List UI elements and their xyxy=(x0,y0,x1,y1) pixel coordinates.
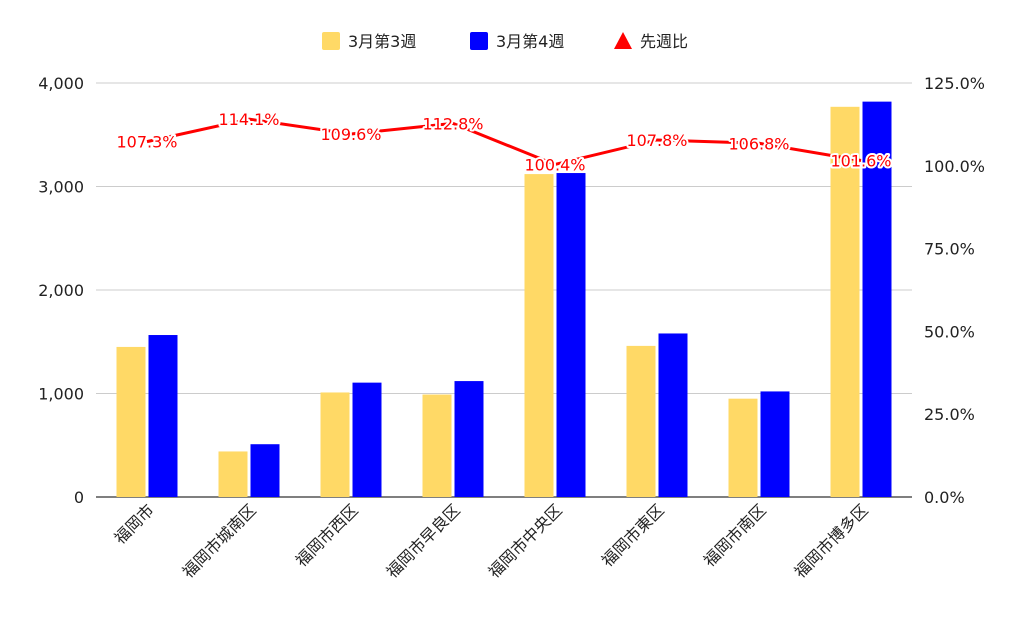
right-axis-tick-label: 100.0% xyxy=(924,157,985,176)
right-axis: 0.0% 25.0% 50.0% 75.0% 100.0% 125.0% xyxy=(924,74,985,507)
bar-week3 xyxy=(422,394,452,497)
category-label: 福岡市博多区 xyxy=(791,500,872,581)
bar-week3 xyxy=(830,106,860,498)
ratio-data-label: 112.8% xyxy=(422,114,483,133)
left-axis-tick-label: 1,000 xyxy=(38,385,84,404)
ratio-data-label: 100.4% xyxy=(524,155,585,174)
legend: 3月第3週 3月第4週 先週比 xyxy=(322,32,688,51)
ratio-line: 107.3% 114.1% 109.6% 112.8% 100.4% 107.8% 106.… xyxy=(114,108,893,176)
category-label: 福岡市南区 xyxy=(700,500,770,570)
ratio-data-label: 109.6% xyxy=(320,125,381,144)
bar-week3 xyxy=(320,392,350,497)
bar-week4 xyxy=(556,173,586,498)
bar-week4 xyxy=(658,333,688,497)
legend-swatch xyxy=(322,32,340,50)
left-axis: 0 1,000 2,000 3,000 4,000 xyxy=(38,74,84,507)
right-axis-tick-label: 50.0% xyxy=(924,322,975,341)
bar-week4 xyxy=(454,381,484,497)
right-axis-tick-label: 0.0% xyxy=(924,488,965,507)
legend-label: 先週比 xyxy=(640,32,688,51)
category-label: 福岡市中央区 xyxy=(485,500,566,581)
legend-label: 3月第4週 xyxy=(496,32,564,51)
bar-week4 xyxy=(148,335,178,497)
left-axis-tick-label: 2,000 xyxy=(38,281,84,300)
ratio-data-label: 107.3% xyxy=(116,133,177,152)
left-axis-tick-label: 4,000 xyxy=(38,74,84,93)
category-labels: 福岡市 福岡市城南区 福岡市西区 福岡市早良区 福岡市中央区 福岡市東区 福岡市南区 福岡市博… xyxy=(110,500,871,581)
bar-week3 xyxy=(524,174,554,497)
bars xyxy=(116,101,892,498)
legend-label: 3月第3週 xyxy=(348,32,416,51)
ratio-data-label: 106.8% xyxy=(728,134,789,153)
ratio-data-label: 101.6% xyxy=(830,152,891,171)
bar-week4 xyxy=(760,391,790,497)
bar-week3 xyxy=(218,451,248,497)
bar-week3 xyxy=(116,346,146,497)
category-label: 福岡市城南区 xyxy=(179,500,260,581)
left-axis-tick-label: 3,000 xyxy=(38,178,84,197)
right-axis-tick-label: 125.0% xyxy=(924,74,985,93)
category-label: 福岡市早良区 xyxy=(383,500,464,581)
right-axis-tick-label: 75.0% xyxy=(924,240,975,259)
category-label: 福岡市東区 xyxy=(598,500,668,570)
category-label: 福岡市 xyxy=(110,500,157,547)
left-axis-tick-label: 0 xyxy=(74,488,84,507)
ratio-data-label: 107.8% xyxy=(626,131,687,150)
ratio-data-label: 114.1% xyxy=(218,110,279,129)
bar-week4 xyxy=(352,382,382,497)
legend-swatch xyxy=(470,32,488,50)
bar-week4 xyxy=(250,444,280,497)
ratio-series-line xyxy=(146,117,862,166)
category-label: 福岡市西区 xyxy=(292,500,362,570)
right-axis-tick-label: 25.0% xyxy=(924,405,975,424)
bar-week3 xyxy=(626,345,656,497)
legend-triangle-icon xyxy=(614,32,632,49)
bar-week4 xyxy=(862,101,892,497)
bar-week3 xyxy=(728,398,758,497)
